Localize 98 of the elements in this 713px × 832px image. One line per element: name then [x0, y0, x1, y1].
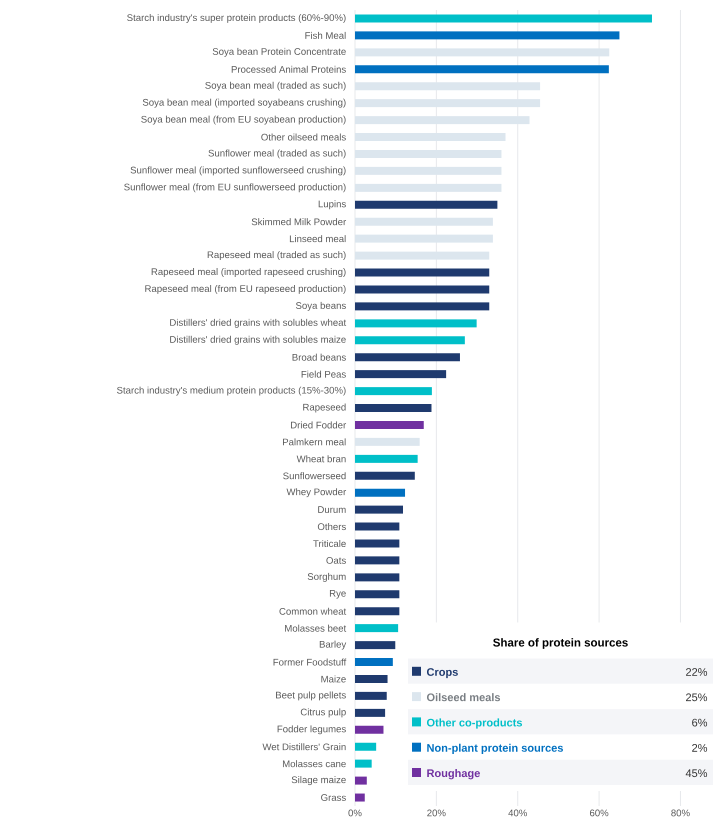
bar [355, 285, 490, 294]
y-tick-label: Barley [320, 640, 346, 650]
bar [355, 658, 393, 666]
y-tick-label: Field Peas [302, 370, 346, 378]
bar [355, 641, 396, 650]
y-tick-label: Lupins [318, 200, 346, 210]
y-tick-label: Wheat bran [296, 455, 346, 462]
bar [355, 454, 418, 463]
bar [355, 14, 652, 22]
annotation: 2% [692, 744, 708, 752]
bar [355, 556, 400, 564]
y-tick-label: Distillers' dried grains with solubles wheat [170, 318, 346, 328]
legend-label: Crops [426, 668, 458, 678]
y-tick-label: Soya bean meal (from EU soyabean production) [141, 116, 346, 125]
bar [355, 302, 490, 310]
y-tick-label: Wet Distillers' Grain [262, 743, 346, 750]
y-tick-label: Starch industry's medium protein products (15%-30%) [117, 386, 346, 396]
bar [355, 506, 404, 514]
bar [355, 674, 388, 683]
y-tick-label: Starch industry's super protein products (60%-90%) [127, 14, 346, 23]
y-tick-label: Other oilseed meals [261, 134, 346, 141]
y-tick-label: Soya beans [296, 302, 346, 311]
annotation: 25% [686, 693, 708, 702]
y-tick-label: Palmkern meal [282, 438, 346, 446]
bar [355, 742, 376, 751]
y-tick-label: Rapeseed meal (traded as such) [208, 251, 346, 260]
bar [355, 319, 477, 328]
bar [355, 31, 620, 40]
y-tick-label: Sunflowerseed [283, 472, 346, 480]
y-tick-label: Whey Powder [286, 488, 346, 498]
bar [355, 387, 432, 396]
annotation: 6% [692, 718, 708, 727]
y-tick-label: Grass [321, 794, 346, 801]
bar [355, 590, 400, 598]
y-tick-label: Rapeseed meal (from EU rapeseed production) [145, 284, 346, 294]
bar [355, 353, 460, 362]
y-tick-label: Molasses cane [282, 760, 346, 768]
legend-label: Oilseed meals [426, 693, 500, 702]
y-tick-label: Others [318, 523, 346, 530]
y-tick-label: Former Foodstuff [274, 658, 346, 666]
bar [355, 708, 386, 717]
bar [355, 268, 490, 277]
bar [355, 488, 406, 497]
y-tick-label: Citrus pulp [300, 708, 346, 718]
y-tick-label: Molasses beet [285, 624, 346, 632]
x-tick-label: 60% [590, 810, 608, 816]
y-tick-label: Common wheat [279, 608, 346, 615]
y-tick-label: Rye [330, 590, 346, 599]
y-tick-label: Distillers' dried grains with solubles maize [170, 336, 346, 345]
annotation: 22% [686, 668, 708, 676]
bar [355, 539, 400, 548]
y-tick-label: Durum [318, 506, 346, 513]
y-tick-label: Silage maize [292, 776, 346, 786]
bar [355, 726, 384, 734]
y-tick-label: Beet pulp pellets [276, 691, 346, 700]
legend-label: Other co-products [426, 718, 522, 729]
y-tick-label: Broad beans [292, 354, 346, 361]
bar [355, 370, 446, 378]
bar [355, 760, 372, 768]
bar [355, 200, 498, 209]
legend-label: Non-plant protein sources [427, 744, 563, 754]
y-tick-label: Oats [326, 557, 346, 564]
x-tick-label: 80% [671, 810, 690, 816]
legend-title: Share of protein sources [493, 638, 628, 649]
y-tick-label: Fish Meal [305, 32, 346, 39]
y-tick-label: Skimmed Milk Powder [252, 218, 346, 226]
bar [355, 624, 398, 632]
bar [355, 336, 465, 344]
y-tick-label: Sorghum [308, 572, 346, 582]
y-tick-label: Maize [321, 675, 346, 683]
y-tick-label: Sunflower meal (from EU sunflowerseed production) [124, 183, 346, 192]
bar [355, 776, 367, 785]
bar [355, 573, 400, 582]
bar [355, 65, 609, 74]
legend-label: Roughage [427, 769, 480, 780]
y-tick-label: Linseed meal [290, 235, 346, 242]
x-tick-label: 20% [427, 810, 446, 816]
bar [355, 420, 424, 429]
y-tick-label: Triticale [313, 540, 346, 548]
y-tick-label: Rapeseed [303, 404, 346, 412]
bar [355, 472, 415, 480]
y-tick-label: Dried Fodder [290, 421, 346, 428]
bar [355, 692, 387, 700]
y-tick-label: Sunflower meal (imported sunflowerseed crushing) [130, 166, 346, 176]
y-tick-label: Soya bean Protein Concentrate [212, 48, 346, 57]
bar [355, 607, 400, 616]
bar [355, 404, 432, 412]
annotation: 45% [686, 769, 708, 778]
y-tick-label: Sunflower meal (traded as such) [208, 149, 346, 158]
y-tick-label: Soya bean meal (traded as such) [205, 82, 346, 91]
bar [355, 522, 400, 531]
x-tick-label: 40% [508, 810, 527, 816]
y-tick-label: Rapeseed meal (imported rapeseed crushing) [152, 268, 346, 277]
bar [355, 794, 365, 802]
y-tick-label: Soya bean meal (imported soyabeans crushing) [142, 98, 346, 108]
y-tick-label: Fodder legumes [278, 725, 346, 734]
x-tick-label: 0% [348, 810, 362, 816]
y-tick-label: Processed Animal Proteins [232, 66, 346, 73]
